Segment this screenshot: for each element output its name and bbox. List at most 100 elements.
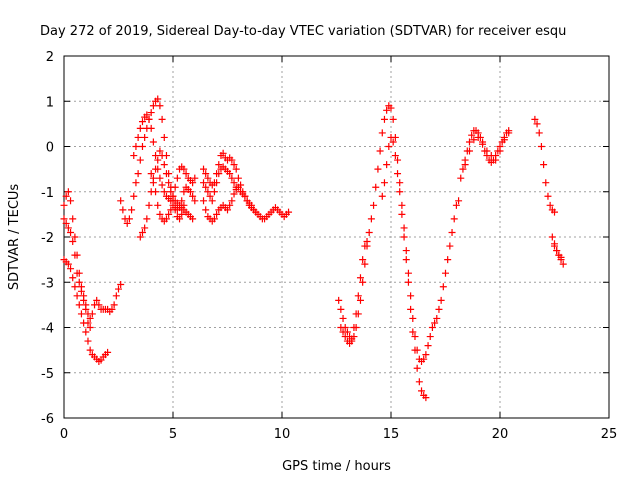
data-point [208, 197, 216, 205]
y-tick-label: 1 [46, 95, 54, 110]
data-point [389, 115, 397, 123]
data-point [180, 165, 188, 173]
data-point [204, 188, 212, 196]
data-point [370, 201, 378, 209]
data-point [479, 138, 487, 146]
data-point [339, 314, 347, 322]
series-seg14 [459, 127, 513, 173]
data-point [470, 136, 478, 144]
y-tick-label: -2 [41, 231, 54, 246]
data-point [213, 210, 221, 218]
data-point [206, 192, 214, 200]
data-point [189, 215, 197, 223]
data-point [104, 348, 112, 356]
data-point [230, 161, 238, 169]
data-point [226, 201, 234, 209]
data-point [487, 152, 495, 160]
x-tick-label: 0 [60, 427, 68, 442]
data-point [156, 174, 164, 182]
data-point [428, 324, 436, 331]
data-point [112, 292, 120, 300]
data-point [169, 201, 177, 209]
data-point [356, 274, 364, 282]
data-point [186, 188, 194, 196]
data-point [77, 310, 85, 318]
data-point [537, 143, 545, 150]
series-seg18 [551, 242, 565, 261]
data-points [60, 95, 567, 402]
data-point [378, 129, 386, 137]
data-point [378, 192, 386, 200]
data-point [154, 156, 162, 164]
data-point [232, 183, 240, 191]
x-tick-label: 10 [274, 427, 291, 442]
data-point [93, 296, 101, 304]
data-point [442, 269, 449, 277]
data-point [431, 319, 439, 327]
axis-ticks: 0 5 10 15 20 25 -6 -5 -4 -3 -2 -1 0 1 2 [41, 50, 617, 442]
series-seg6 [130, 111, 199, 205]
data-point [439, 283, 447, 291]
data-point [361, 260, 369, 268]
data-point [147, 170, 155, 178]
data-point [84, 319, 92, 327]
data-point [77, 287, 85, 295]
data-point [154, 201, 162, 209]
data-point [228, 197, 236, 205]
data-point [60, 201, 68, 209]
data-point [422, 351, 430, 359]
data-point [219, 149, 227, 157]
data-point [551, 242, 558, 250]
data-point [69, 215, 77, 223]
data-point [354, 292, 362, 300]
data-point [461, 161, 469, 169]
data-point [75, 278, 83, 286]
data-point [156, 147, 164, 155]
data-point [407, 292, 415, 300]
data-point [424, 342, 432, 350]
data-point [136, 124, 144, 132]
data-point [71, 233, 79, 241]
data-point [162, 215, 170, 223]
data-point [387, 133, 395, 141]
series-seg10 [200, 163, 240, 205]
y-tick-label: -5 [41, 367, 54, 382]
data-point [176, 204, 184, 212]
data-point [86, 324, 94, 331]
data-point [230, 190, 238, 198]
data-point [154, 165, 162, 173]
data-point [465, 138, 473, 146]
data-point [143, 215, 151, 223]
data-point [67, 228, 75, 236]
data-point [363, 238, 371, 246]
data-point [359, 278, 367, 286]
x-tick-label: 5 [169, 427, 177, 442]
data-point [483, 147, 491, 155]
data-point [474, 133, 482, 141]
data-point [348, 335, 356, 343]
data-point [167, 188, 175, 196]
data-point [115, 285, 122, 293]
data-point [389, 138, 397, 146]
data-point [402, 256, 410, 264]
data-point [141, 133, 149, 141]
data-point [356, 296, 364, 304]
data-point [234, 174, 242, 182]
data-point [141, 224, 149, 232]
data-point [178, 210, 186, 218]
data-point [551, 208, 558, 216]
data-point [73, 269, 81, 277]
data-point [136, 233, 144, 241]
data-point [394, 156, 402, 164]
series-seg12 [337, 238, 371, 347]
data-point [420, 355, 428, 363]
data-point [147, 109, 155, 117]
data-point [152, 152, 160, 160]
data-point [149, 138, 157, 146]
x-tick-label: 20 [492, 427, 509, 442]
data-point [367, 215, 375, 223]
data-point [160, 161, 168, 169]
data-point [226, 170, 234, 178]
data-point [138, 118, 146, 126]
data-point [73, 292, 81, 300]
